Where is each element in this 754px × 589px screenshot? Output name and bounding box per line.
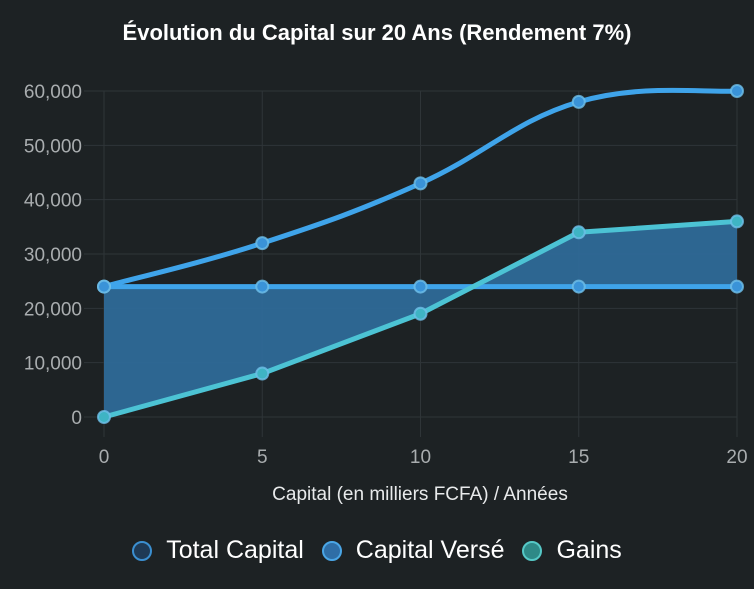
gains-point bbox=[255, 366, 270, 381]
x-axis-label: Capital (en milliers FCFA) / Années bbox=[272, 484, 568, 505]
legend-circle-icon bbox=[132, 540, 153, 561]
gains-point bbox=[413, 306, 428, 321]
y-tick-label: 40,000 bbox=[24, 191, 82, 212]
capital-verse-point bbox=[413, 279, 428, 294]
legend-label: Total Capital bbox=[166, 536, 304, 564]
x-tick-label: 0 bbox=[99, 447, 110, 468]
y-tick-label: 30,000 bbox=[24, 245, 82, 266]
legend: Total Capital Capital Versé Gains bbox=[0, 536, 754, 565]
legend-label: Capital Versé bbox=[355, 536, 505, 564]
total-capital-point bbox=[97, 279, 111, 294]
gains-point bbox=[730, 214, 744, 229]
y-tick-label: 60,000 bbox=[24, 82, 82, 103]
x-axis-ticks: 0 5 10 15 20 bbox=[99, 447, 748, 468]
x-tick-label: 20 bbox=[726, 447, 747, 468]
capital-verse-point bbox=[730, 279, 744, 294]
legend-circle-icon bbox=[522, 540, 543, 561]
x-tick-label: 5 bbox=[257, 447, 268, 468]
total-capital-point bbox=[413, 176, 428, 191]
total-capital-point bbox=[255, 236, 270, 251]
gains-point bbox=[571, 225, 586, 240]
x-tick-label: 10 bbox=[410, 447, 431, 468]
y-axis-ticks: 0 10,000 20,000 30,000 40,000 50,000 60,000 bbox=[24, 82, 82, 429]
data-points bbox=[97, 84, 744, 424]
gains-point bbox=[97, 410, 111, 424]
capital-verse-point bbox=[571, 279, 586, 294]
total-capital-point bbox=[730, 84, 744, 98]
legend-item-total-capital[interactable]: Total Capital bbox=[132, 536, 304, 565]
capital-verse-point bbox=[255, 279, 270, 294]
legend-item-gains[interactable]: Gains bbox=[522, 536, 622, 565]
legend-label: Gains bbox=[556, 536, 622, 564]
y-tick-label: 50,000 bbox=[24, 136, 82, 157]
y-tick-label: 10,000 bbox=[24, 354, 82, 375]
x-tick-label: 15 bbox=[568, 447, 589, 468]
legend-item-capital-verse[interactable]: Capital Versé bbox=[321, 536, 505, 565]
total-capital-point bbox=[571, 94, 586, 109]
y-tick-label: 20,000 bbox=[24, 299, 82, 320]
legend-circle-icon bbox=[321, 540, 342, 561]
y-tick-label: 0 bbox=[71, 408, 82, 429]
chart-title: Évolution du Capital sur 20 Ans (Rendeme… bbox=[122, 20, 632, 45]
